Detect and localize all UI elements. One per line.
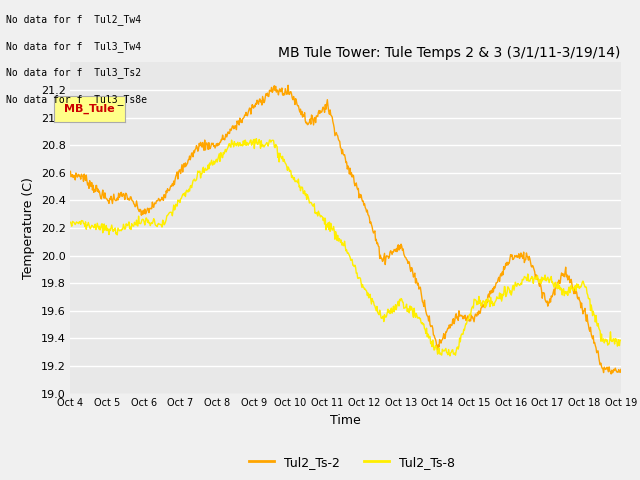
Tul2_Ts-2 [284,83,292,88]
Tul2_Ts-8 [617,337,625,343]
Text: No data for f  Tul3_Ts2: No data for f Tul3_Ts2 [6,67,141,78]
X-axis label: Time: Time [330,414,361,427]
Line: Tul2_Ts-2: Tul2_Ts-2 [70,85,621,374]
Text: No data for f  Tul3_Tw4: No data for f Tul3_Tw4 [6,41,141,52]
Tul2_Ts-2 [401,254,409,260]
Tul2_Ts-2 [387,248,395,253]
Text: MB Tule Tower: Tule Temps 2 & 3 (3/1/11-3/19/14): MB Tule Tower: Tule Temps 2 & 3 (3/1/11-… [278,46,621,60]
Tul2_Ts-8 [446,353,454,359]
Tul2_Ts-8 [401,305,409,311]
Tul2_Ts-2 [100,195,108,201]
Y-axis label: Temperature (C): Temperature (C) [22,177,35,279]
Line: Tul2_Ts-8: Tul2_Ts-8 [70,139,621,356]
Tul2_Ts-2 [541,297,549,302]
Tul2_Ts-8 [542,277,550,283]
Tul2_Ts-2 [67,168,74,174]
Tul2_Ts-8 [485,298,493,304]
Tul2_Ts-8 [418,321,426,326]
Legend: Tul2_Ts-2, Tul2_Ts-8: Tul2_Ts-2, Tul2_Ts-8 [244,451,460,474]
Tul2_Ts-8 [253,136,260,142]
Tul2_Ts-2 [484,291,492,297]
Text: MB_Tule: MB_Tule [64,104,115,114]
Tul2_Ts-2 [607,371,615,377]
Tul2_Ts-2 [418,294,426,300]
Tul2_Ts-8 [100,221,108,227]
Text: No data for f  Tul2_Tw4: No data for f Tul2_Tw4 [6,14,141,25]
Tul2_Ts-8 [67,219,74,225]
Text: No data for f  Tul3_Ts8e: No data for f Tul3_Ts8e [6,94,147,105]
Tul2_Ts-8 [387,307,395,312]
Tul2_Ts-2 [617,367,625,372]
